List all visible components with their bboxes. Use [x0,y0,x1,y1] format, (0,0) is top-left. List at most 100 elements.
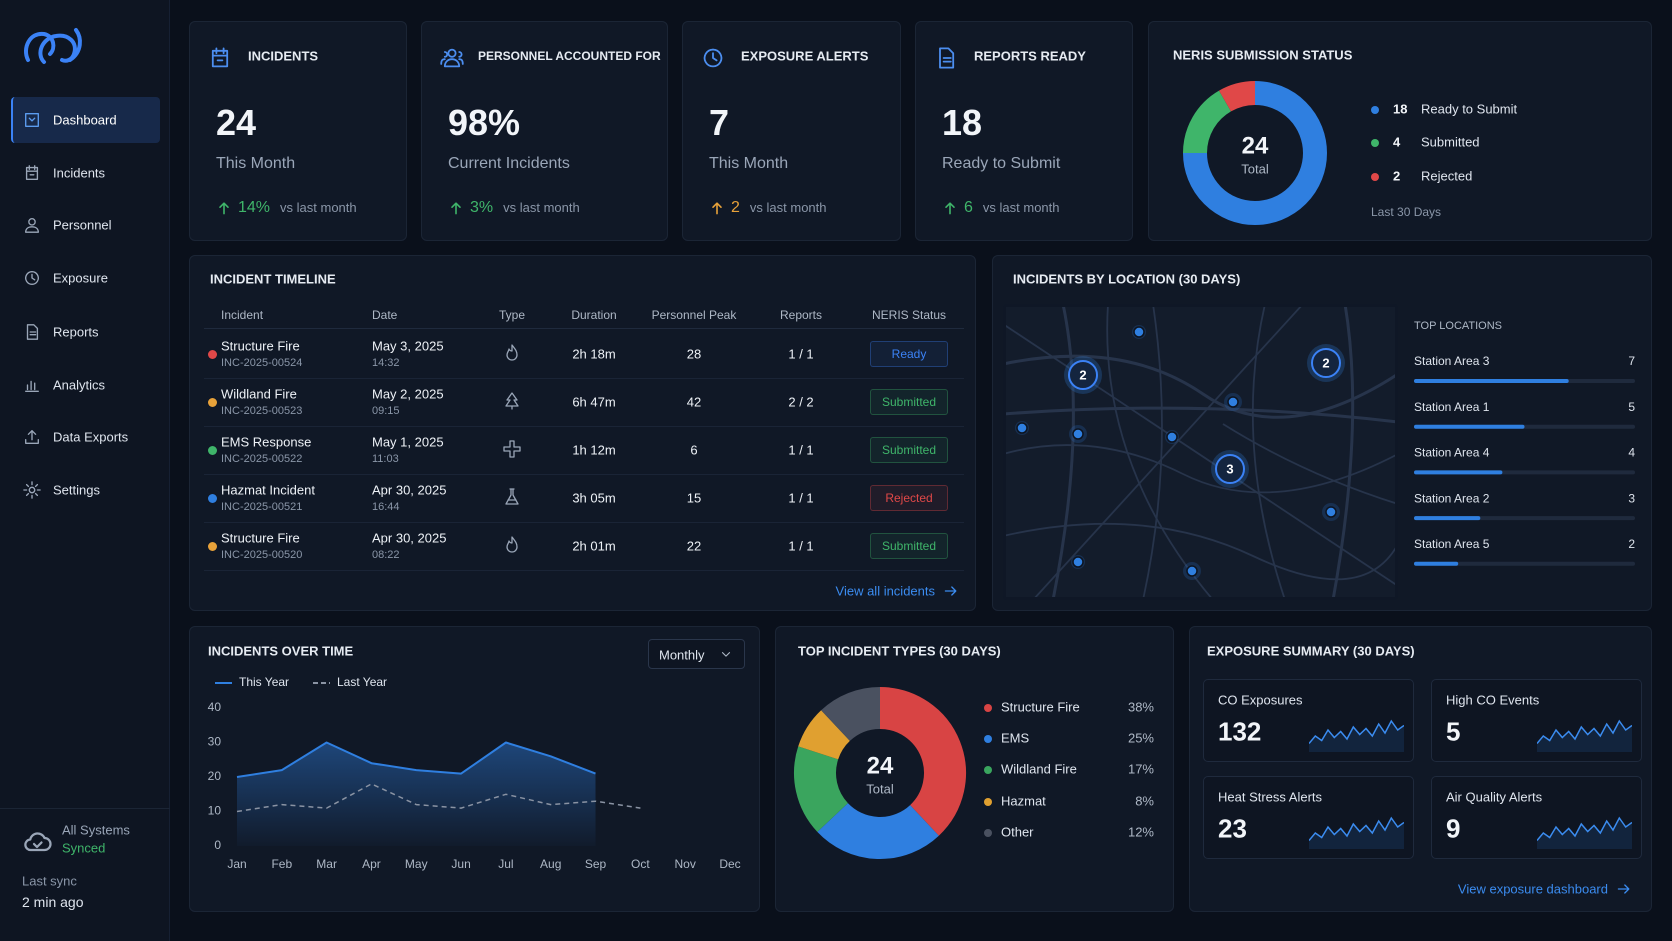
incident-duration: 2h 01m [572,538,616,554]
sparkline [1309,719,1404,752]
sparkline-area [1537,721,1632,752]
icon [25,271,39,285]
street [1106,304,1214,600]
cluster [1068,360,1098,390]
status-badge[interactable]: Ready [870,341,948,367]
donut-segment [879,687,966,836]
kpi-sub: Current Incidents [448,155,570,172]
kpi-delta: 6 [964,199,973,216]
kpi-sub: This Month [216,155,296,172]
nav-label[interactable]: Personnel [53,217,112,233]
status-badge[interactable]: Submitted [870,533,948,559]
icon [219,202,229,215]
legend-label: Hazmat [1001,793,1046,808]
legend-dot [1371,106,1379,114]
incident-peak: 22 [686,538,702,554]
exposure-tile: Heat Stress Alerts 23 [1203,776,1414,859]
x-tick-label: Mar [316,857,337,871]
kpi-card: EXPOSURE ALERTS 7 This Month 2 vs last month [682,21,901,241]
exposure-value: 132 [1218,716,1262,747]
dropdown-label[interactable]: Monthly [659,647,705,663]
nav-label[interactable]: Dashboard [53,112,117,128]
cluster-count: 2 [1322,355,1329,370]
incident-reports: 1 / 1 [788,490,814,506]
incident-id: INC-2025-00524 [221,357,303,369]
street [1251,304,1286,600]
exposure-value: 23 [1218,813,1247,844]
street [1003,354,1398,419]
chart: 24 Total 18 Ready to Submit 4 Submitted 2 Rejec… [1183,81,1517,225]
sparkline-area [1309,818,1404,849]
icon-shape [219,202,229,215]
icon-shape [440,48,464,68]
view-all-link[interactable]: View all incidents [835,583,935,599]
street [1222,423,1398,505]
incident-peak: 28 [686,346,702,362]
status-badge[interactable]: Submitted [870,389,948,415]
legend-label: This Year [239,675,289,689]
dropdown[interactable]: Monthly [648,639,745,669]
icon-shape [505,488,519,505]
kpi-note: vs last month [503,200,580,215]
incident-date: Apr 30, 2025 [372,482,447,498]
map-marker [1016,422,1028,434]
chart-card: TOP INCIDENT TYPES (30 DAYS) 24 Total Struc… [775,626,1174,912]
legend-dot [984,798,992,806]
icon-shape [506,344,518,361]
y-tick-label: 20 [208,769,222,783]
kpi-delta: 14% [238,199,271,216]
status-badge[interactable]: Submitted [870,437,948,463]
sparkline [1309,816,1404,849]
nav-item[interactable] [11,97,160,143]
icon-shape [506,536,518,553]
kpi-value: 18 [942,102,983,143]
icon-shape [703,48,723,68]
y-tick-label: 30 [208,735,222,749]
kpi-delta-row: 6 vs last month [964,199,1060,217]
legend-value: 18 [1393,101,1407,116]
status-text: Submitted [881,443,937,457]
nav-label[interactable]: Data Exports [53,429,129,445]
status-badge[interactable]: Rejected [870,485,948,511]
icon [939,47,955,69]
row-divider [204,522,964,523]
icon [945,202,955,215]
view-exposure-link[interactable]: View exposure dashboard [1457,881,1608,897]
nav-label[interactable]: Incidents [53,165,106,181]
street [1003,323,1398,587]
nav-label[interactable]: Analytics [53,377,106,393]
incident-reports: 1 / 1 [788,346,814,362]
kpi-note: vs last month [982,200,1060,215]
sparkline-area [1309,721,1404,752]
cluster [1311,348,1341,378]
timeline-card: INCIDENT TIMELINE Incident Date Type Duratio… [189,255,976,611]
x-tick-label: Jul [498,857,513,871]
donut-segment [817,802,939,859]
icon-shape [25,271,39,285]
map-marker [1227,396,1239,408]
chart-card: INCIDENTS OVER TIME 0 10 20 30 40 Jan Feb Mar Apr… [189,626,760,912]
nav-label[interactable]: Exposure [53,270,108,286]
icon [440,48,464,68]
icon [712,202,722,215]
x-tick-label: Aug [540,857,561,871]
incident-reports: 1 / 1 [788,442,814,458]
bar-value: 7 [1628,354,1635,368]
legend-dot [1371,139,1379,147]
incident-reports: 1 / 1 [788,538,814,554]
bar-label: Station Area 1 [1414,400,1490,414]
donut-segment [821,687,881,742]
nav-label[interactable]: Reports [53,324,99,340]
sidebar-divider [0,808,170,809]
header-divider [204,328,964,329]
icon-shape [25,430,39,444]
incident-name: Structure Fire [221,530,300,546]
card-title: TOP INCIDENT TYPES (30 DAYS) [798,643,1001,659]
sidebar: Dashboard Incidents Personnel Exposure Repor… [0,0,170,941]
kpi-card: REPORTS READY 18 Ready to Submit 6 vs last m… [915,21,1133,241]
exposure-card: EXPOSURE SUMMARY (30 DAYS) CO Exposures 13… [1189,626,1652,912]
nav-label[interactable]: Settings [53,482,100,498]
icon [25,380,39,392]
icon [505,392,519,410]
status-state: Synced [62,840,106,856]
